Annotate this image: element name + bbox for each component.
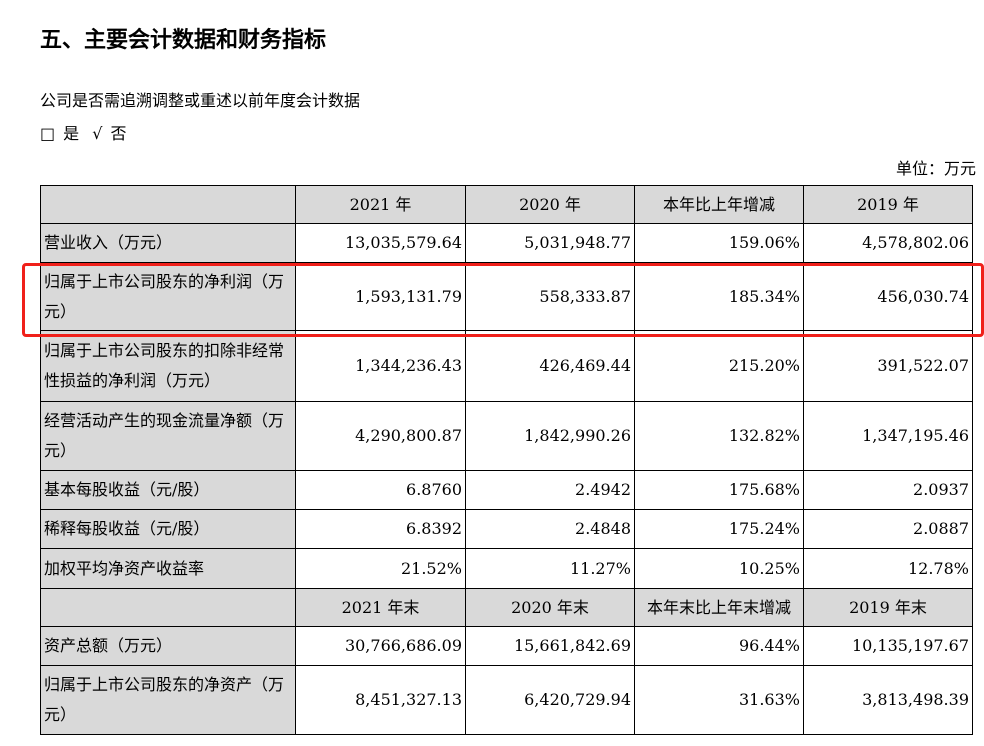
value-cell: 5,031,948.77	[465, 223, 635, 263]
value-cell: 31.63%	[634, 665, 804, 735]
value-cell: 30,766,686.09	[295, 626, 466, 666]
restatement-options: □ 是 √ 否	[40, 120, 134, 144]
value-cell: 8,451,327.13	[295, 665, 466, 735]
value-cell: 2.4942	[465, 470, 635, 510]
value-cell: 11.27%	[465, 548, 635, 589]
header-cell	[40, 588, 296, 627]
value-cell: 1,593,131.79	[295, 262, 466, 331]
row-label: 稀释每股收益（元/股）	[40, 509, 296, 549]
value-cell: 558,333.87	[465, 262, 635, 331]
value-cell: 4,290,800.87	[295, 401, 466, 471]
unit-label: 单位：万元	[895, 159, 976, 178]
value-cell: 13,035,579.64	[295, 223, 466, 263]
value-cell: 1,344,236.43	[295, 330, 466, 402]
row-label: 归属于上市公司股东的净利润（万元）	[40, 262, 296, 331]
value-cell: 4,578,802.06	[803, 223, 973, 263]
table-header-row: 2021 年末 2020 年末 本年末比上年末增减 2019 年末	[40, 588, 973, 627]
table-row: 营业收入（万元） 13,035,579.64 5,031,948.77 159.06%…	[40, 223, 973, 263]
value-cell: 215.20%	[634, 330, 804, 402]
row-label: 营业收入（万元）	[40, 223, 296, 263]
header-cell	[40, 185, 296, 224]
value-cell: 6.8392	[295, 509, 466, 549]
value-cell: 185.34%	[634, 262, 804, 331]
table-row: 归属于上市公司股东的净资产（万元） 8,451,327.13 6,420,729.9…	[40, 665, 973, 735]
value-cell: 391,522.07	[803, 330, 973, 402]
table-row: 加权平均净资产收益率 21.52% 11.27% 10.25% 12.78%	[40, 548, 973, 589]
row-label: 基本每股收益（元/股）	[40, 470, 296, 510]
row-label: 经营活动产生的现金流量净额（万元）	[40, 401, 296, 471]
value-cell: 6.8760	[295, 470, 466, 510]
value-cell: 15,661,842.69	[465, 626, 635, 666]
row-label: 归属于上市公司股东的扣除非经常性损益的净利润（万元）	[40, 330, 296, 402]
row-label: 归属于上市公司股东的净资产（万元）	[40, 665, 296, 735]
value-cell: 12.78%	[803, 548, 973, 589]
value-cell: 1,842,990.26	[465, 401, 635, 471]
value-cell: 2.0887	[803, 509, 973, 549]
value-cell: 2.0937	[803, 470, 973, 510]
value-cell: 3,813,498.39	[803, 665, 973, 735]
table-row: 归属于上市公司股东的净利润（万元） 1,593,131.79 558,333.87 1…	[40, 262, 973, 331]
value-cell: 426,469.44	[465, 330, 635, 402]
value-cell: 175.68%	[634, 470, 804, 510]
table-row: 资产总额（万元） 30,766,686.09 15,661,842.69 96.44%…	[40, 626, 973, 666]
value-cell: 10,135,197.67	[803, 626, 973, 666]
header-cell: 2019 年	[803, 185, 973, 224]
table-row: 基本每股收益（元/股） 6.8760 2.4942 175.68% 2.0937	[40, 470, 973, 510]
header-cell: 2021 年	[295, 185, 466, 224]
option-no: 否	[110, 124, 127, 143]
checkmark-icon: √	[92, 124, 103, 143]
option-yes: 是	[63, 124, 80, 143]
header-cell: 本年末比上年末增减	[634, 588, 804, 627]
header-cell: 本年比上年增减	[634, 185, 804, 224]
checkbox-empty-icon: □	[40, 124, 56, 143]
header-cell: 2021 年末	[295, 588, 466, 627]
value-cell: 159.06%	[634, 223, 804, 263]
financial-indicators-table: 2021 年 2020 年本年比上年增减 2019 年营业收入（万元） 13,035,…	[40, 185, 973, 735]
value-cell: 6,420,729.94	[465, 665, 635, 735]
table-row: 归属于上市公司股东的扣除非经常性损益的净利润（万元） 1,344,236.43 42…	[40, 330, 973, 402]
value-cell: 132.82%	[634, 401, 804, 471]
table-header-row: 2021 年 2020 年本年比上年增减 2019 年	[40, 185, 973, 224]
header-cell: 2020 年	[465, 185, 635, 224]
row-label: 资产总额（万元）	[40, 626, 296, 666]
value-cell: 1,347,195.46	[803, 401, 973, 471]
restatement-question: 公司是否需追溯调整或重述以前年度会计数据	[40, 91, 361, 110]
value-cell: 456,030.74	[803, 262, 973, 331]
value-cell: 2.4848	[465, 509, 635, 549]
table-row: 经营活动产生的现金流量净额（万元） 4,290,800.87 1,842,990.2…	[40, 401, 973, 471]
value-cell: 175.24%	[634, 509, 804, 549]
value-cell: 96.44%	[634, 626, 804, 666]
value-cell: 10.25%	[634, 548, 804, 589]
row-label: 加权平均净资产收益率	[40, 548, 296, 589]
value-cell: 21.52%	[295, 548, 466, 589]
header-cell: 2019 年末	[803, 588, 973, 627]
table-row: 稀释每股收益（元/股） 6.8392 2.4848 175.24% 2.0887	[40, 509, 973, 549]
section-title: 五、主要会计数据和财务指标	[40, 28, 327, 53]
header-cell: 2020 年末	[465, 588, 635, 627]
